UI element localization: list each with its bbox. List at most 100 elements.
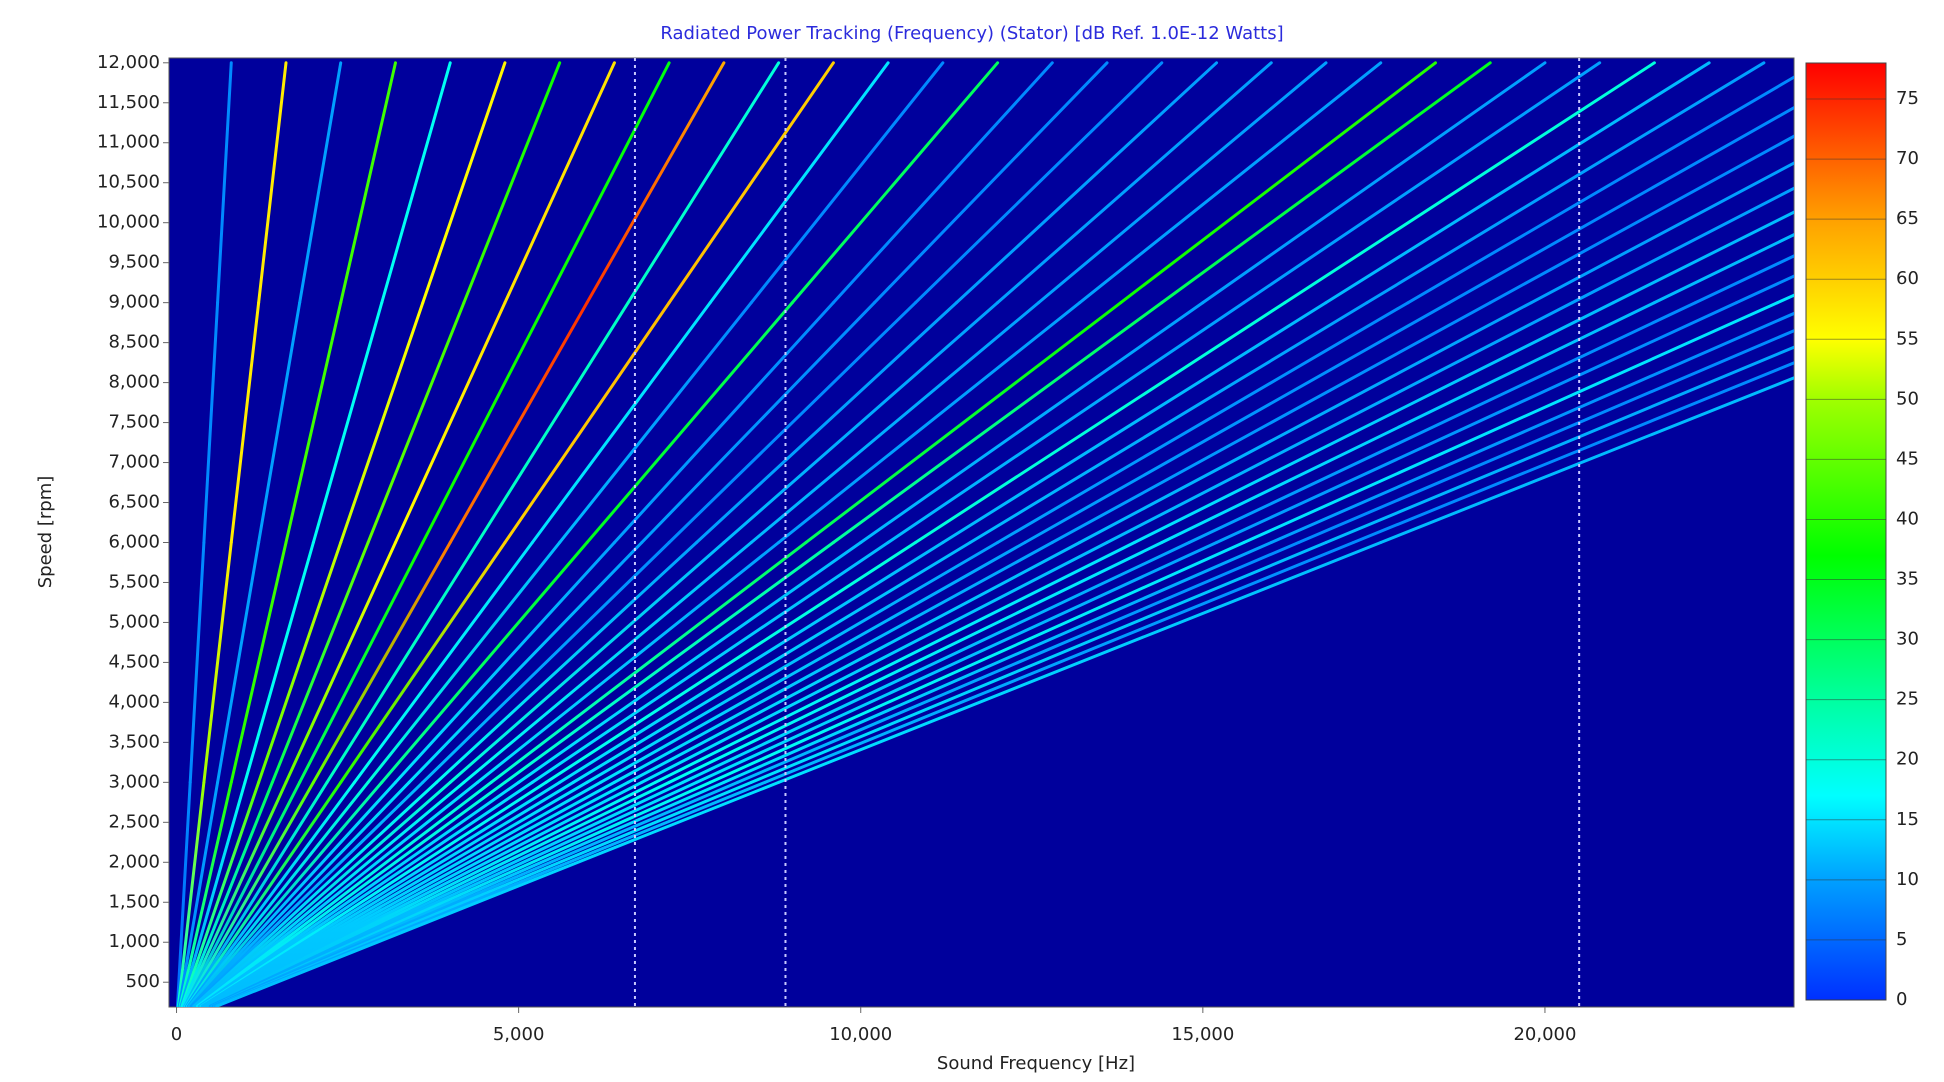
y-tick-label: 7,500 <box>108 412 160 433</box>
order-line-segment <box>1570 186 1794 305</box>
order-line-segment <box>599 540 1027 784</box>
y-tick-label: 2,000 <box>108 851 160 872</box>
order-line-segment <box>190 780 411 1007</box>
order-line-segment <box>339 540 507 784</box>
order-line-segment <box>530 301 712 544</box>
order-line-segment <box>585 61 726 305</box>
order-line-segment <box>177 780 220 1007</box>
order-line-segment <box>736 540 1301 784</box>
order-line-segment <box>298 61 343 305</box>
order-line-segment <box>243 540 315 784</box>
order-line-segment <box>197 780 521 1007</box>
order-line-segment <box>189 780 397 1007</box>
order-line-segment <box>722 301 1000 544</box>
order-line-segment <box>179 780 247 1007</box>
y-tick-label: 5,000 <box>108 611 160 632</box>
order-line-segment <box>185 780 329 1007</box>
order-line-segment <box>183 780 302 1007</box>
order-line-segment <box>831 61 1054 305</box>
order-line-segment <box>1324 345 1794 544</box>
order-line-segment <box>215 780 781 1007</box>
x-tick-label: 10,000 <box>829 1024 892 1045</box>
y-tick-label: 500 <box>126 971 160 992</box>
order-line-segment <box>462 540 753 784</box>
order-line-segment <box>1105 301 1574 544</box>
order-line-segment <box>435 540 699 784</box>
order-line-segment <box>187 780 370 1007</box>
order-line-segment <box>195 780 480 1007</box>
order-line-segment <box>585 540 1000 784</box>
order-line-segment <box>1160 61 1492 305</box>
order-line-segment <box>1283 61 1656 305</box>
y-tick-label: 2,500 <box>108 811 160 832</box>
order-line-segment <box>503 301 671 544</box>
colorbar-tick-label: 70 <box>1896 148 1919 169</box>
order-line-segment <box>503 540 835 784</box>
y-tick-label: 11,000 <box>97 132 160 153</box>
x-tick-label: 15,000 <box>1171 1024 1234 1045</box>
y-tick-label: 9,000 <box>108 292 160 313</box>
order-line-segment <box>1132 301 1615 544</box>
order-line-segment <box>1351 361 1794 544</box>
order-line-segment <box>202 301 220 544</box>
order-line-segment <box>181 780 274 1007</box>
colorbar <box>1805 62 1887 1001</box>
order-line-segment <box>558 301 753 544</box>
order-line-segment <box>1611 210 1794 305</box>
colorbar-tick-label: 60 <box>1896 268 1919 289</box>
y-tick-label: 1,500 <box>108 891 160 912</box>
y-tick-label: 7,000 <box>108 452 160 473</box>
order-line-segment <box>1529 161 1794 305</box>
order-line-segment <box>257 540 343 784</box>
order-line-segment <box>1379 376 1794 544</box>
colorbar-tick-label: 5 <box>1896 929 1907 950</box>
order-line-segment <box>196 780 493 1007</box>
order-line-segment <box>1078 301 1533 544</box>
order-line-segment <box>175 780 192 1007</box>
order-line-segment <box>180 780 261 1007</box>
order-line-segment <box>695 540 1219 784</box>
order-line-segment <box>913 61 1164 305</box>
order-line-segment <box>667 61 835 305</box>
order-line-segment <box>968 301 1369 544</box>
order-line-segment <box>184 780 315 1007</box>
order-line-segment <box>1242 61 1602 305</box>
colorbar-tick-label: 0 <box>1896 989 1907 1010</box>
order-line-segment <box>1447 105 1794 305</box>
order-line-segment <box>1201 61 1547 305</box>
order-line-segment <box>201 780 575 1007</box>
order-line-segment <box>199 780 548 1007</box>
order-line-segment <box>886 301 1246 544</box>
order-line-segment <box>749 540 1328 784</box>
order-line-segment <box>380 61 452 305</box>
y-tick-label: 8,000 <box>108 372 160 393</box>
y-tick-label: 6,500 <box>108 492 160 513</box>
order-line-segment <box>448 301 589 544</box>
order-line-segment <box>196 780 507 1007</box>
order-line-segment <box>1215 301 1739 544</box>
order-line-segment <box>777 301 1082 544</box>
order-line-segment <box>790 61 1000 305</box>
order-line-segment <box>188 540 206 784</box>
order-line-segment <box>1160 301 1656 544</box>
y-tick-label: 10,000 <box>97 212 160 233</box>
order-line-segment <box>859 301 1205 544</box>
order-line-segment <box>298 540 425 784</box>
order-line-segment <box>722 540 1273 784</box>
order-line-segment <box>352 540 534 784</box>
order-line-segment <box>198 780 534 1007</box>
order-line-segment <box>777 540 1383 784</box>
order-line-segment <box>421 301 548 544</box>
order-line-segment <box>176 780 206 1007</box>
x-tick-label: 0 <box>171 1024 182 1045</box>
order-line-segment <box>681 540 1191 784</box>
plot-background <box>168 57 1795 1008</box>
order-line-segment <box>476 301 630 544</box>
y-tick-label: 9,500 <box>108 252 160 273</box>
order-line-segment <box>229 301 261 544</box>
colorbar-tick-label: 35 <box>1896 569 1919 590</box>
order-line-segment <box>1324 61 1711 305</box>
order-line-segment <box>544 61 671 305</box>
order-line-segment <box>366 540 562 784</box>
